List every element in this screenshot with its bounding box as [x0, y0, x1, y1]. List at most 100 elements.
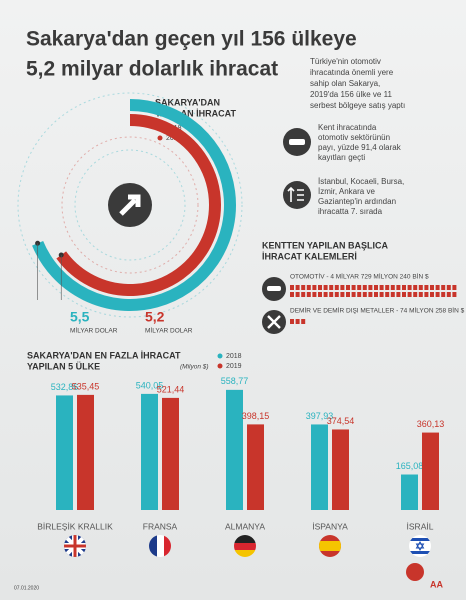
- bar: [247, 424, 264, 510]
- legend-marker: [157, 135, 163, 141]
- pictogram: [430, 292, 434, 297]
- value-label: 397,93: [306, 411, 334, 421]
- bar: [401, 474, 418, 510]
- pictogram: [390, 285, 395, 290]
- value-label: 5,2: [145, 309, 165, 325]
- pictogram: [295, 292, 300, 297]
- pictogram: [318, 285, 322, 290]
- intro-text: sahip olan Sakarya,: [310, 79, 380, 88]
- fact-text: Gaziantep'in ardından: [318, 197, 396, 206]
- pictogram: [368, 285, 373, 290]
- value-label: 165,08: [396, 461, 424, 471]
- pictogram: [334, 285, 339, 290]
- pictogram: [312, 285, 317, 290]
- pictogram: [340, 292, 345, 297]
- logo: AA: [406, 563, 443, 589]
- pictogram: [379, 292, 384, 297]
- fact-text: İzmir, Ankara ve: [318, 187, 375, 196]
- pictogram: [351, 285, 356, 290]
- fact-text: ihracatta 7. sırada: [318, 207, 383, 216]
- legend-label: 2018: [226, 353, 242, 360]
- arrow-icon: [119, 194, 141, 216]
- pictogram: [435, 292, 440, 297]
- value-label: 5,5: [70, 309, 90, 325]
- pictogram: [435, 285, 440, 290]
- value-label: 535,45: [72, 381, 100, 391]
- pictogram: [385, 285, 390, 290]
- pictogram: [346, 292, 350, 297]
- chart-title: SAKARYA'DAN EN FAZLA İHRACAT: [27, 350, 181, 360]
- flag-es: [319, 535, 341, 557]
- pictogram: [396, 285, 401, 290]
- pictogram: [402, 292, 406, 297]
- bar: [422, 432, 439, 510]
- pictogram: [346, 285, 350, 290]
- pictogram: [329, 285, 334, 290]
- legend-label: 2019: [226, 363, 242, 370]
- pictogram: [390, 292, 395, 297]
- car-icon: [267, 286, 281, 291]
- pictogram: [357, 285, 362, 290]
- radial-decoration: [17, 92, 243, 318]
- legend-marker: [217, 363, 223, 369]
- fact-text: payı, yüzde 91,4 olarak: [318, 143, 402, 152]
- pictogram: [413, 292, 418, 297]
- chart-title: YAPILAN İHRACAT: [155, 108, 237, 118]
- category-label: FRANSA: [143, 521, 178, 531]
- bar: [226, 389, 243, 510]
- category-label: ALMANYA: [225, 521, 265, 531]
- unit-label: (Milyon $): [180, 364, 209, 371]
- fact-text: otomotiv sektörünün: [318, 133, 390, 142]
- pictogram: [290, 285, 294, 290]
- pictogram: [351, 292, 356, 297]
- value-label: 558,77: [221, 376, 249, 386]
- pictogram: [362, 292, 367, 297]
- pictogram: [340, 285, 345, 290]
- pictogram: [413, 285, 418, 290]
- pictogram: [407, 285, 412, 290]
- fact-text: İstanbul, Kocaeli, Bursa,: [318, 177, 404, 186]
- section-title: İHRACAT KALEMLERİ: [262, 251, 357, 261]
- value-label: 532,86: [51, 382, 79, 392]
- pictogram: [312, 292, 317, 297]
- pictogram: [424, 285, 429, 290]
- unit-label: MİLYAR DOLAR: [70, 326, 118, 335]
- pictogram: [396, 292, 401, 297]
- pictogram: [318, 292, 322, 297]
- item-label: DEMİR VE DEMİR DIŞI METALLER - 74 MİLYON…: [290, 306, 465, 315]
- value-label: 540,05: [136, 380, 164, 390]
- pictogram: [357, 292, 362, 297]
- pictogram: [329, 292, 334, 297]
- pictogram: [368, 292, 373, 297]
- pictogram: [374, 285, 378, 290]
- flag-il: [409, 535, 431, 557]
- car-icon: [289, 139, 305, 145]
- bar: [311, 424, 328, 510]
- bar: [77, 394, 94, 510]
- pictogram: [323, 292, 328, 297]
- pictogram: [430, 285, 434, 290]
- intro-text: ihracatında önemli yere: [310, 68, 394, 77]
- title: Sakarya'dan geçen yıl 156 ülkeye: [26, 28, 357, 51]
- pictogram: [334, 292, 339, 297]
- unit-label: MİLYAR DOLAR: [145, 326, 193, 335]
- bar: [56, 395, 73, 510]
- pictogram: [301, 285, 306, 290]
- pictogram: [418, 292, 423, 297]
- rank-icon: [287, 186, 304, 202]
- legend-marker: [217, 353, 223, 359]
- pictogram: [295, 319, 300, 324]
- pictogram: [290, 292, 294, 297]
- pictogram: [306, 285, 311, 290]
- pictogram: [301, 292, 306, 297]
- tools-icon: [267, 315, 281, 329]
- value-label: 374,54: [327, 416, 355, 426]
- arc: [56, 114, 221, 296]
- chart-title: SAKARYA'DAN: [155, 97, 220, 107]
- pictogram: [374, 292, 378, 297]
- pictogram: [402, 285, 406, 290]
- pictogram: [295, 285, 300, 290]
- pictogram: [452, 292, 457, 297]
- fact-text: kayıtları geçti: [318, 153, 365, 162]
